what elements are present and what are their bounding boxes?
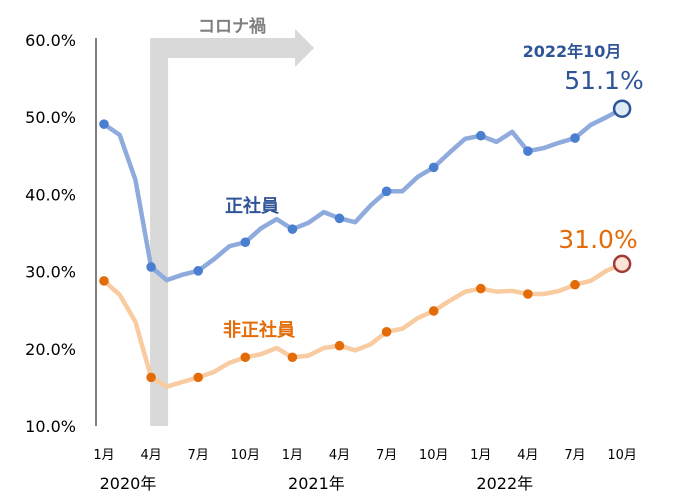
data-point-regular xyxy=(428,162,439,173)
data-point-nonregular xyxy=(287,352,298,363)
x-tick-label: 7月 xyxy=(188,448,209,463)
data-point-highlight-regular xyxy=(612,99,632,118)
y-tick-label: 20.0% xyxy=(25,340,76,359)
y-tick-label: 40.0% xyxy=(25,185,76,204)
x-tick-label: 4月 xyxy=(329,448,350,463)
x-tick-label: 1月 xyxy=(470,448,491,463)
data-point-nonregular xyxy=(523,289,533,299)
data-point-nonregular xyxy=(193,372,203,383)
data-point-nonregular xyxy=(476,283,486,294)
x-tick-label: 10月 xyxy=(607,448,637,463)
covid-label: コロナ禍 xyxy=(198,16,266,37)
x-tick-label: 4月 xyxy=(517,448,538,463)
year-label: 2022年 xyxy=(476,474,533,493)
data-point-regular xyxy=(570,133,580,143)
x-tick-label: 10月 xyxy=(419,448,449,463)
data-point-regular xyxy=(146,262,156,272)
x-tick-label: 10月 xyxy=(231,448,261,463)
data-point-nonregular xyxy=(99,276,109,286)
data-point-nonregular xyxy=(334,340,345,351)
data-point-nonregular xyxy=(146,372,156,383)
data-point-nonregular xyxy=(240,352,251,363)
y-tick-label: 10.0% xyxy=(25,417,76,436)
x-tick-label: 7月 xyxy=(564,448,585,463)
data-point-regular xyxy=(99,119,109,129)
last-regular-value: 51.1% xyxy=(564,66,643,95)
x-tick-label: 1月 xyxy=(93,448,114,463)
data-point-nonregular xyxy=(381,327,392,337)
series-label-regular: 正社員 xyxy=(225,195,279,217)
x-tick-label: 7月 xyxy=(376,448,397,463)
year-label: 2021年 xyxy=(288,474,345,493)
y-tick-label: 60.0% xyxy=(25,31,76,50)
series-line-nonregular xyxy=(101,261,625,389)
data-point-regular xyxy=(287,224,298,234)
data-point-regular xyxy=(381,186,392,197)
data-point-regular xyxy=(334,213,345,224)
last-nonregular-value: 31.0% xyxy=(558,225,637,254)
data-point-nonregular xyxy=(570,279,580,290)
y-tick-label: 50.0% xyxy=(25,108,76,127)
year-label: 2020年 xyxy=(100,474,157,493)
data-point-regular xyxy=(240,237,251,248)
x-tick-label: 4月 xyxy=(140,448,161,463)
data-point-nonregular xyxy=(428,306,439,316)
y-tick-label: 30.0% xyxy=(25,263,76,282)
data-point-regular xyxy=(523,146,533,156)
x-tick-label: 1月 xyxy=(282,448,303,463)
data-point-regular xyxy=(476,130,486,141)
data-point-highlight-nonregular xyxy=(612,254,632,274)
data-point-regular xyxy=(193,266,203,276)
series-line-regular xyxy=(101,106,625,283)
series-label-nonregular: 非正社員 xyxy=(223,319,295,341)
last-date-label: 2022年10月 xyxy=(523,42,622,61)
